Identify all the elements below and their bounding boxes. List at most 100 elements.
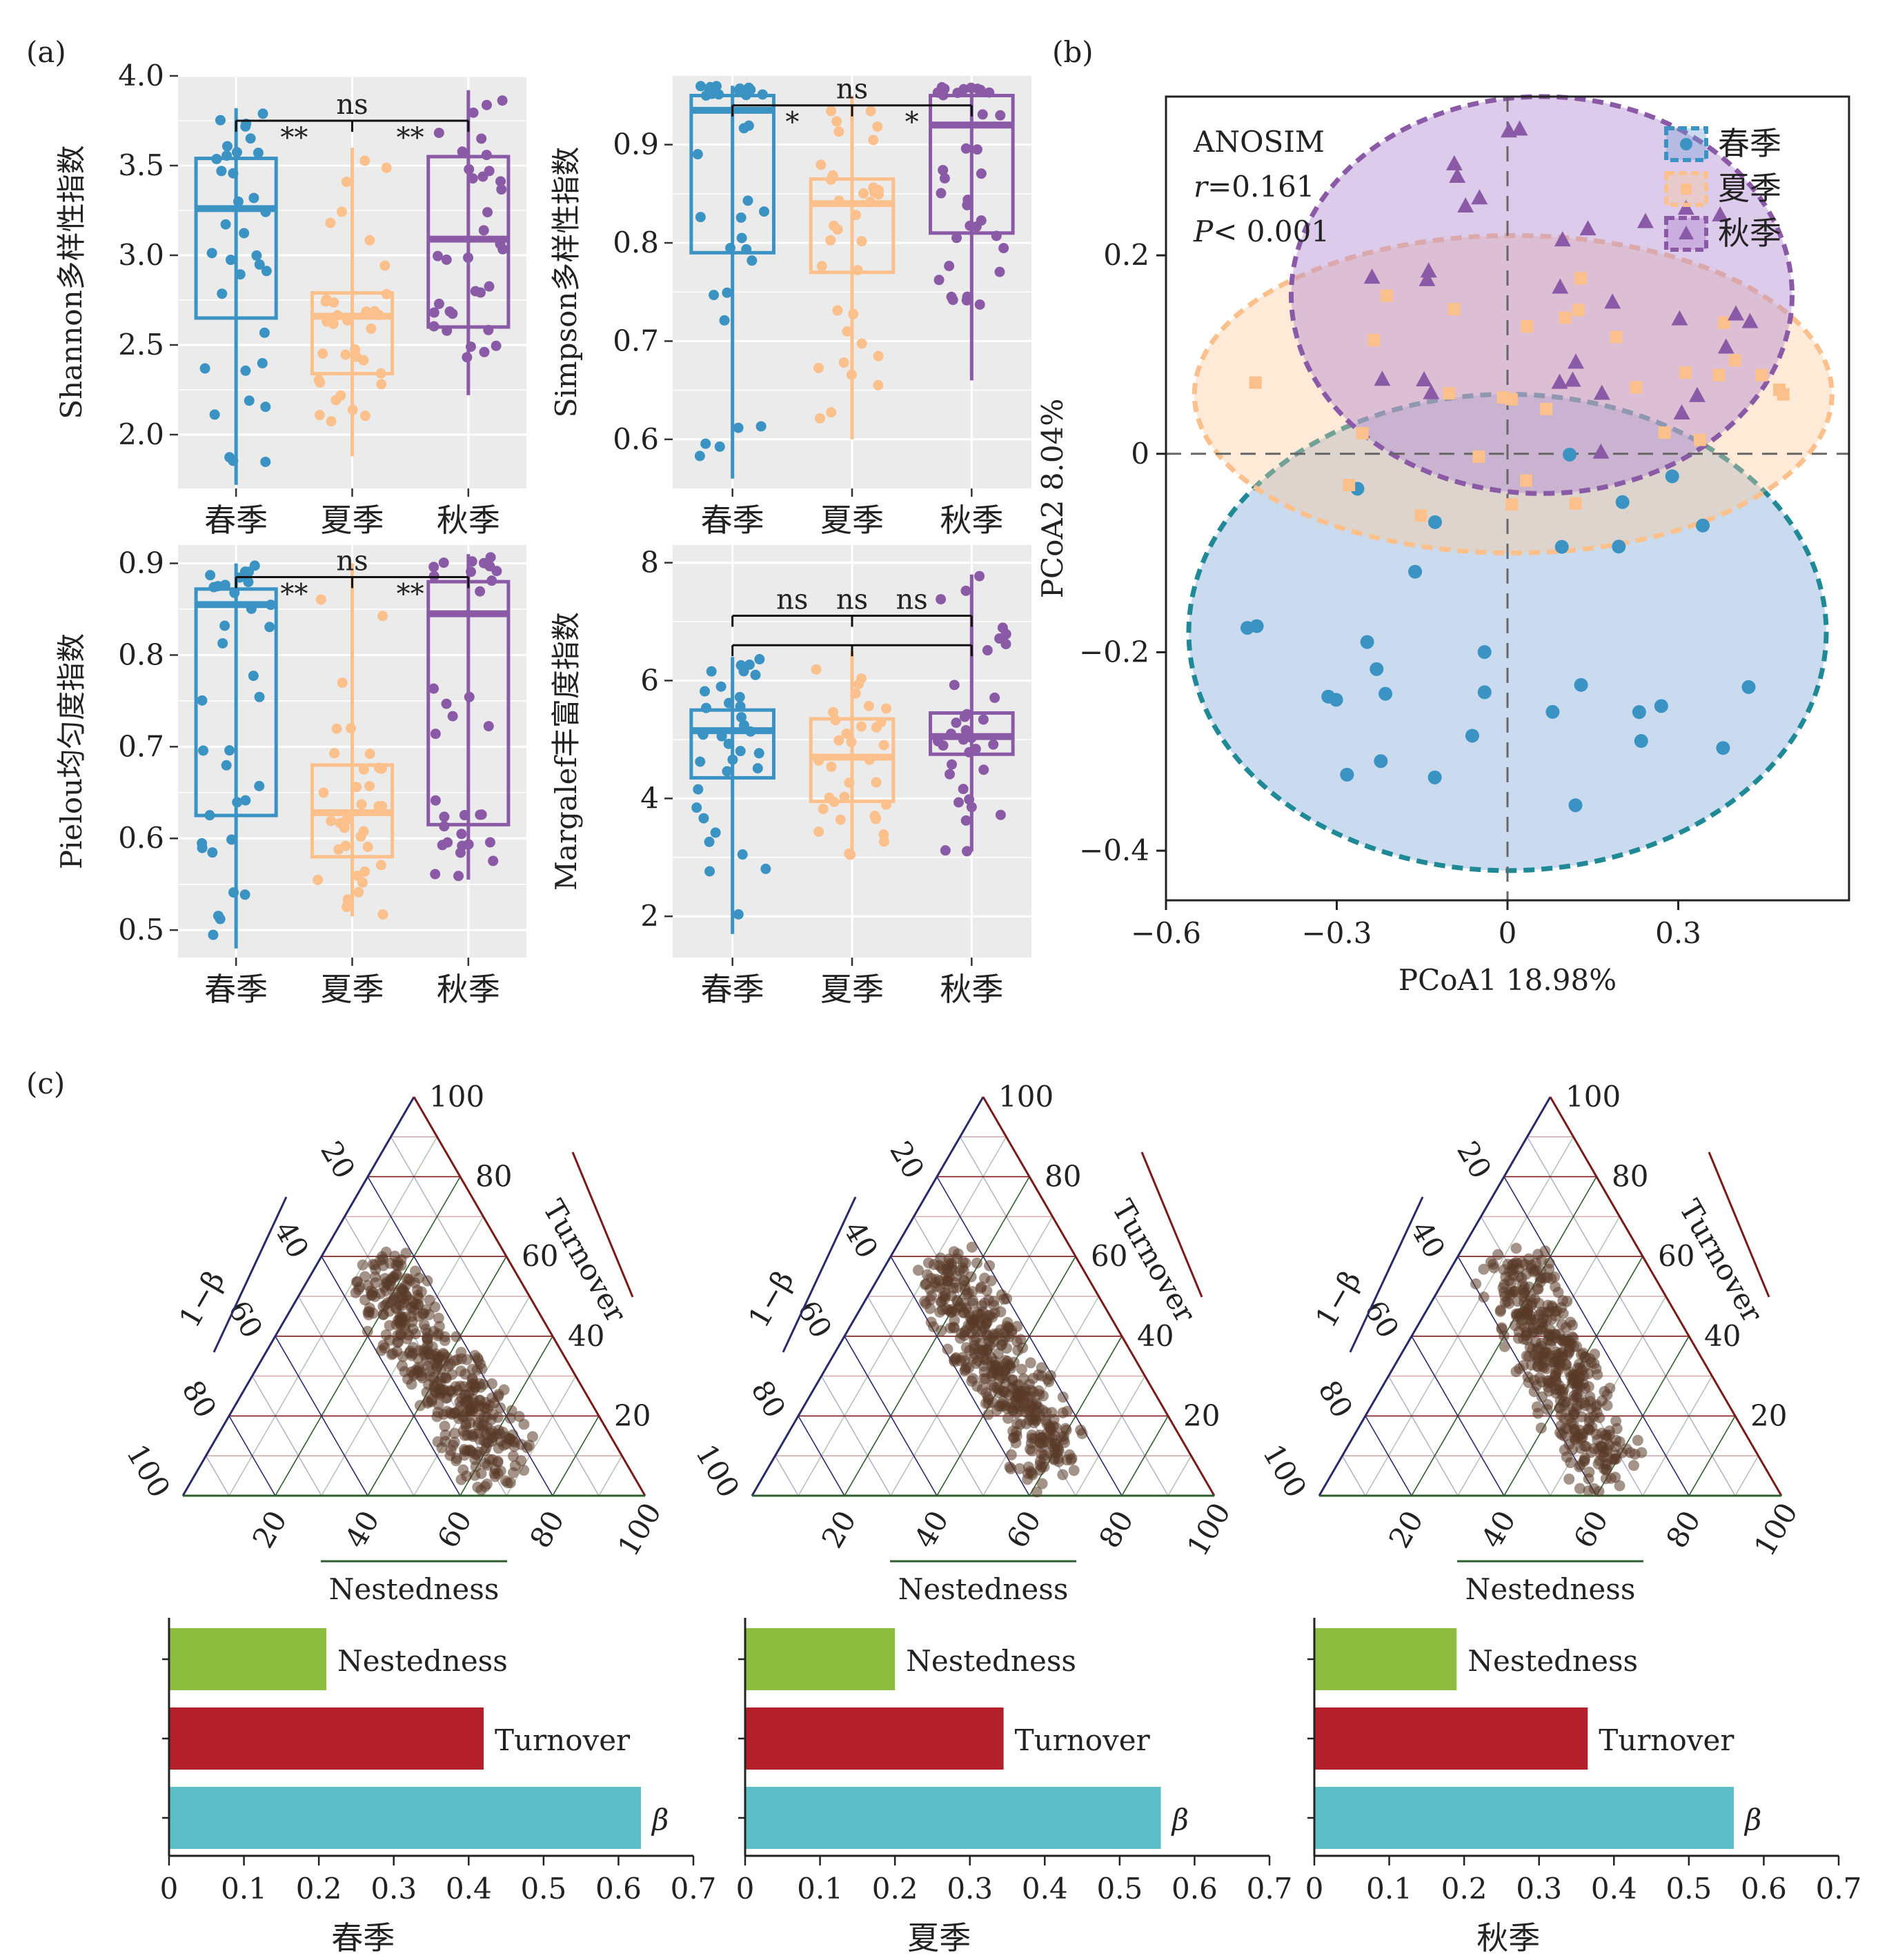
data-point bbox=[852, 265, 863, 276]
y-tick-label: 0.8 bbox=[613, 226, 659, 259]
data-point bbox=[447, 1440, 459, 1452]
data-point bbox=[513, 1411, 525, 1423]
data-point bbox=[738, 720, 749, 731]
data-point bbox=[486, 575, 497, 586]
data-point bbox=[313, 874, 324, 885]
point-秋季 bbox=[1457, 197, 1474, 213]
data-point bbox=[1539, 1245, 1551, 1257]
data-point bbox=[521, 1442, 533, 1454]
point-秋季 bbox=[1471, 189, 1488, 205]
data-point bbox=[466, 1378, 477, 1390]
data-point bbox=[752, 763, 763, 774]
data-point bbox=[325, 217, 336, 228]
data-point bbox=[492, 1467, 504, 1479]
data-point bbox=[981, 1353, 993, 1365]
data-point bbox=[444, 306, 455, 317]
bottom-tick-label: 20 bbox=[246, 1505, 293, 1554]
grid-line-similarity bbox=[251, 1376, 322, 1496]
point-夏季 bbox=[1679, 366, 1692, 379]
axis-title-bottom: Nestedness bbox=[898, 1572, 1069, 1606]
data-point bbox=[1536, 1317, 1548, 1329]
data-point bbox=[695, 212, 706, 223]
data-point bbox=[380, 1285, 392, 1296]
grid-line-similarity bbox=[774, 1455, 799, 1496]
bar-Nestedness bbox=[169, 1628, 326, 1690]
data-point bbox=[971, 1325, 982, 1337]
data-point bbox=[850, 688, 861, 699]
point-春季 bbox=[1428, 515, 1443, 529]
x-tick-label: 0.3 bbox=[947, 1872, 993, 1905]
data-point bbox=[995, 809, 1006, 820]
data-point bbox=[314, 410, 325, 421]
data-point bbox=[727, 754, 738, 765]
data-point bbox=[1574, 1461, 1585, 1473]
data-point bbox=[1583, 1368, 1594, 1380]
point-秋季 bbox=[1593, 384, 1610, 400]
data-point bbox=[464, 691, 475, 702]
bottom-tick-label: 80 bbox=[1659, 1505, 1707, 1554]
legend-label: 春季 bbox=[1718, 125, 1781, 162]
data-point bbox=[457, 840, 468, 851]
data-point bbox=[735, 746, 746, 757]
bar-label: Nestedness bbox=[337, 1644, 508, 1678]
sig-label-right: ** bbox=[397, 579, 424, 611]
sig-label-right: * bbox=[905, 107, 919, 139]
data-point bbox=[458, 1443, 470, 1455]
data-point bbox=[856, 338, 867, 349]
data-point bbox=[967, 1286, 978, 1298]
data-point bbox=[960, 585, 971, 596]
data-point bbox=[1576, 1432, 1588, 1443]
boxplot-pielou: 0.5 0.6 0.7 0.8 0.9 春季 夏季 秋季 ns ** ** Pielou均匀度指数 bbox=[55, 545, 526, 1008]
data-point bbox=[359, 155, 370, 166]
point-秋季 bbox=[1374, 370, 1391, 386]
data-point bbox=[1555, 1420, 1567, 1432]
data-point bbox=[835, 814, 846, 825]
data-point bbox=[1016, 1363, 1027, 1375]
point-春季 bbox=[1634, 734, 1648, 749]
data-point bbox=[484, 281, 495, 292]
data-point bbox=[1532, 1352, 1543, 1363]
data-point bbox=[504, 1412, 516, 1424]
data-point bbox=[844, 778, 855, 789]
data-point bbox=[958, 1265, 969, 1276]
data-point bbox=[388, 1271, 400, 1283]
data-point bbox=[337, 677, 348, 689]
data-point bbox=[826, 407, 837, 418]
x-tick-label: 0 bbox=[736, 1872, 755, 1905]
data-point bbox=[439, 821, 450, 832]
bar-chart-夏季: Nestedness Turnover β 0 0.1 0.2 0.3 0.4 0.5 0.6 0.… bbox=[736, 1618, 1292, 1957]
data-point bbox=[329, 748, 340, 759]
right-tick-label: 60 bbox=[1658, 1239, 1694, 1273]
data-point bbox=[1601, 1400, 1613, 1412]
data-point bbox=[939, 172, 950, 184]
bar-Turnover bbox=[169, 1707, 484, 1770]
data-point bbox=[497, 95, 508, 106]
data-point bbox=[322, 316, 333, 327]
bottom-tick-label: 80 bbox=[1092, 1505, 1140, 1554]
data-point bbox=[433, 298, 444, 309]
box-秋季 bbox=[929, 82, 1015, 381]
data-point bbox=[938, 740, 949, 751]
data-point bbox=[428, 307, 439, 318]
data-point bbox=[405, 1302, 417, 1314]
point-春季 bbox=[1340, 767, 1354, 782]
box-夏季 bbox=[310, 563, 395, 920]
data-point bbox=[984, 87, 995, 98]
data-point bbox=[495, 1402, 506, 1414]
point-夏季 bbox=[1367, 334, 1381, 347]
data-point bbox=[1003, 1360, 1015, 1372]
data-point bbox=[757, 89, 768, 100]
data-point bbox=[1535, 1422, 1547, 1434]
data-point bbox=[455, 1474, 467, 1485]
data-point bbox=[351, 782, 362, 793]
point-秋季 bbox=[1671, 310, 1688, 326]
data-point bbox=[228, 887, 239, 898]
data-point bbox=[1031, 1486, 1042, 1498]
bar-β bbox=[169, 1787, 641, 1849]
point-夏季 bbox=[1569, 497, 1582, 510]
data-point bbox=[318, 787, 329, 798]
data-point bbox=[814, 413, 825, 424]
data-point bbox=[961, 295, 972, 306]
data-point bbox=[326, 815, 337, 826]
data-point bbox=[971, 144, 982, 155]
